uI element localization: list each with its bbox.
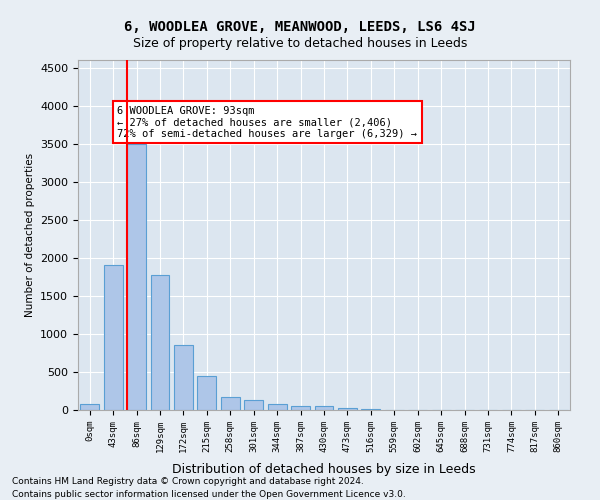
Text: Size of property relative to detached houses in Leeds: Size of property relative to detached ho… xyxy=(133,38,467,51)
Bar xyxy=(268,404,287,410)
Bar xyxy=(338,408,357,410)
Bar xyxy=(174,346,193,410)
Bar xyxy=(104,266,122,410)
Text: Contains public sector information licensed under the Open Government Licence v3: Contains public sector information licen… xyxy=(12,490,406,499)
X-axis label: Distribution of detached houses by size in Leeds: Distribution of detached houses by size … xyxy=(172,463,476,476)
Bar xyxy=(244,400,263,410)
Y-axis label: Number of detached properties: Number of detached properties xyxy=(25,153,35,317)
Text: 6, WOODLEA GROVE, MEANWOOD, LEEDS, LS6 4SJ: 6, WOODLEA GROVE, MEANWOOD, LEEDS, LS6 4… xyxy=(124,20,476,34)
Bar xyxy=(197,376,216,410)
Bar xyxy=(361,409,380,410)
Bar xyxy=(151,275,169,410)
Text: Contains HM Land Registry data © Crown copyright and database right 2024.: Contains HM Land Registry data © Crown c… xyxy=(12,478,364,486)
Bar xyxy=(221,396,239,410)
Bar xyxy=(291,406,310,410)
Bar xyxy=(127,144,146,410)
Text: 6 WOODLEA GROVE: 93sqm
← 27% of detached houses are smaller (2,406)
72% of semi-: 6 WOODLEA GROVE: 93sqm ← 27% of detached… xyxy=(118,106,418,138)
Bar xyxy=(80,404,99,410)
Bar xyxy=(314,406,334,410)
